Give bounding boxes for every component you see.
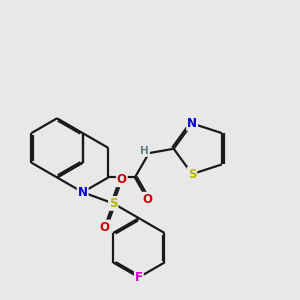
Text: F: F [135,271,143,284]
Text: S: S [109,197,118,210]
Text: N: N [187,117,197,130]
Text: O: O [117,173,127,186]
Text: O: O [142,193,152,206]
Text: N: N [78,186,88,199]
Text: H: H [140,146,149,156]
Text: O: O [100,220,110,233]
Text: S: S [188,168,196,181]
